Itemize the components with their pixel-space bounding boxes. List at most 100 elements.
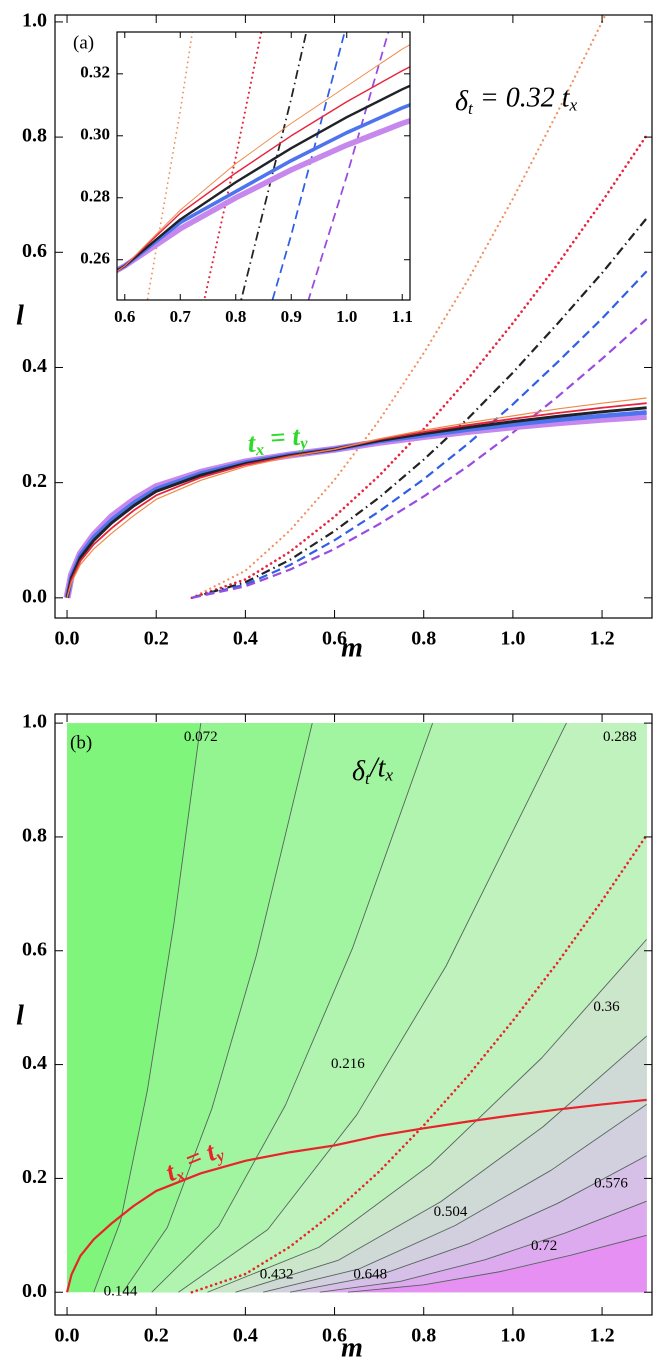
annotation-part: x (569, 95, 578, 114)
inset-curve (117, 66, 410, 272)
x-tick-label: 1.0 (500, 628, 525, 650)
curve (191, 318, 648, 599)
curve (65, 406, 647, 599)
annotation-part: x (254, 440, 265, 460)
x-tick-label: 1.0 (336, 307, 357, 326)
contour-line (178, 722, 567, 1293)
x-tick-label: 1.1 (392, 307, 413, 326)
frame (54, 14, 653, 619)
inset-curve (203, 32, 263, 300)
contour-label: 0.432 (260, 1267, 294, 1283)
contour-line (235, 1035, 647, 1293)
annotation-part: /t (368, 753, 387, 784)
x-tick-label: 0.7 (170, 307, 192, 326)
y-tick-label: 1.0 (22, 711, 47, 733)
y-tick-label: 0.28 (80, 187, 110, 206)
x-axis-label: m (341, 632, 363, 663)
y-tick-label: 1.0 (22, 10, 47, 32)
x-tick-label: 0.0 (55, 1325, 80, 1347)
annotation: δt/tx (352, 753, 393, 788)
x-tick-label: 1.2 (590, 628, 615, 650)
annotation-part: x (384, 765, 393, 784)
annotation-part: t (365, 769, 371, 788)
curve (66, 397, 647, 599)
y-tick-label: 0.2 (22, 470, 47, 492)
curve (190, 134, 648, 600)
x-tick-label: 0.4 (233, 628, 258, 650)
x-tick-label: 0.9 (281, 307, 302, 326)
contour-line (207, 939, 647, 1293)
curve (191, 217, 648, 599)
x-tick-label: 0.4 (233, 1325, 258, 1347)
y-tick-label: 0.4 (22, 355, 47, 377)
y-tick-label: 0.6 (22, 938, 47, 960)
contour-label: 0.72 (531, 1238, 557, 1254)
curve (190, 833, 648, 1294)
y-tick-label: 0.8 (22, 125, 47, 147)
y-tick-label: 0.6 (22, 240, 47, 262)
inset-curve (117, 102, 410, 273)
x-tick-label: 0.2 (144, 628, 169, 650)
y-tick-label: 0.2 (22, 1166, 47, 1188)
x-tick-label: 0.8 (411, 1325, 436, 1347)
contour-label: 0.576 (594, 1176, 628, 1192)
x-tick-label: 1.0 (500, 1325, 525, 1347)
contour-label: 0.504 (434, 1204, 468, 1220)
x-tick-label: 1.2 (590, 1325, 615, 1347)
x-tick-label: 0.8 (225, 307, 246, 326)
inset-curve (117, 84, 410, 273)
x-tick-label: 0.6 (114, 307, 135, 326)
curve (191, 270, 648, 599)
contour-label: 0.144 (104, 1284, 138, 1300)
annotation-part: = 0.32 t (473, 83, 571, 114)
contour-label: 0.648 (353, 1267, 387, 1283)
y-tick-label: 0.26 (80, 249, 110, 268)
frame (116, 31, 411, 301)
annotation-part: = t (262, 421, 302, 454)
x-tick-label: 0.6 (322, 628, 347, 650)
y-axis-label: l (16, 300, 24, 331)
inset-curve (117, 117, 410, 274)
contour-line (122, 723, 313, 1293)
contour-line (263, 1104, 647, 1293)
contour-label: 0.36 (593, 999, 620, 1015)
curve (190, 15, 607, 599)
curve (66, 402, 647, 599)
contour-line (151, 722, 434, 1293)
annotation-part: t (247, 428, 258, 459)
x-tick-label: 0.6 (322, 1325, 347, 1347)
annotation-part: δ (352, 756, 366, 787)
panel-label: (a) (73, 32, 94, 53)
contour-band (347, 1235, 647, 1293)
y-tick-label: 0.0 (22, 1280, 47, 1302)
contour-line (289, 1155, 647, 1293)
x-tick-label: 0.2 (144, 1325, 169, 1347)
inset-area (117, 32, 410, 300)
contour-label: 0.216 (331, 1056, 365, 1072)
y-tick-label: 0.8 (22, 825, 47, 847)
panel-label: (b) (70, 732, 92, 753)
annotation: δt = 0.32 tx (455, 83, 578, 118)
x-axis-label: m (341, 1332, 363, 1363)
frame (54, 713, 653, 1316)
contour-line (319, 1200, 647, 1293)
y-tick-label: 0.4 (22, 1052, 47, 1074)
annotation-part: y (298, 433, 309, 453)
contour-line (347, 1234, 647, 1293)
y-tick-label: 0.0 (22, 585, 47, 607)
curve (64, 410, 647, 599)
y-tick-label: 0.30 (80, 125, 110, 144)
inset-curve (117, 44, 410, 273)
y-axis-label: l (16, 1000, 24, 1031)
plot-area (65, 722, 648, 1294)
y-tick-label: 0.32 (80, 63, 110, 82)
x-tick-label: 0.8 (411, 628, 436, 650)
x-tick-label: 0.0 (55, 628, 80, 650)
contour-line (93, 723, 202, 1293)
contour-label: 0.288 (603, 729, 637, 745)
annotation: tx = ty (247, 420, 310, 459)
plot-area (63, 15, 648, 600)
curve (65, 1098, 647, 1293)
